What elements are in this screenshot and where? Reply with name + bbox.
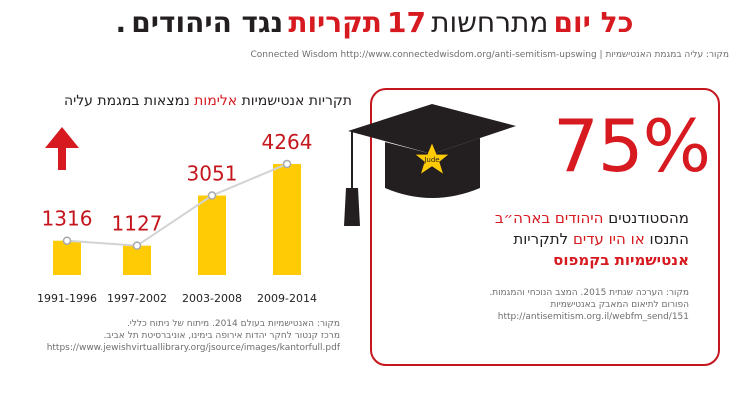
trend-point <box>207 191 217 200</box>
up-arrow-icon <box>45 127 79 170</box>
card-line2-a: התנסו <box>649 230 690 248</box>
chart-title-before: תקריות אנטישמיות <box>241 93 352 109</box>
chart-title-red: אלימות <box>194 93 238 109</box>
value-label: 1316 <box>42 207 93 231</box>
category-label: 1997-2002 <box>107 292 167 305</box>
value-label: 1127 <box>112 212 163 236</box>
category-label: 2003-2008 <box>182 292 242 305</box>
card-line2-b: לתקריות <box>513 230 569 248</box>
card-line1-red: היהודים בארה״ב <box>494 209 604 227</box>
bar-chart: 1316 1991-1996 1127 1997-2002 3051 2003-2008 4… <box>37 127 317 305</box>
card-line3-red: אנטישמיות בקמפוס <box>553 251 689 269</box>
stat-card <box>370 88 720 366</box>
category-label: 2009-2014 <box>257 292 317 305</box>
up-arrow-head <box>45 127 79 148</box>
headline-light: מתרחשות <box>431 6 549 39</box>
chart-source: מקור: האנטישמיות בעולם 2014. מיתוח של ני… <box>40 318 340 354</box>
trend-point <box>62 236 72 245</box>
card-line2-red: או היו עדים <box>572 230 645 248</box>
card-line-1: מהסטודנטים היהודים בארה״ב <box>369 208 689 229</box>
headline-red: כל יום <box>553 6 634 39</box>
headline-dot: . <box>115 6 127 39</box>
card-line-2: התנסו או היו עדים לתקריות <box>369 229 689 250</box>
card-line1-a: מהסטודנטים <box>608 209 689 227</box>
card-text: מהסטודנטים היהודים בארה״ב התנסו או היו ע… <box>369 208 689 271</box>
chart-title: תקריות אנטישמיות אלימות נמצאות במגמת עלי… <box>64 93 352 109</box>
category-label: 1991-1996 <box>37 292 97 305</box>
card-source-line: הפורום לתיאום המאבק באנטישמיות <box>550 300 689 310</box>
value-label: 3051 <box>187 162 238 186</box>
card-source-line: מקור: הערכה שנתית 2015. המצב הנוכחי והמג… <box>489 288 689 298</box>
trend-line <box>66 163 288 247</box>
star-text: Jude <box>423 156 439 164</box>
chart-source-link: https://www.jewishvirtuallibrary.org/jso… <box>46 343 340 353</box>
chart-source-line: מרכז קנטור לחקר יהדות אירופה בימינו, אונ… <box>103 331 340 341</box>
big-percent: 75% <box>553 104 711 188</box>
card-line-3: אנטישמיות בקמפוס <box>369 250 689 271</box>
headline-dark: נגד היהודים <box>131 6 284 39</box>
trend-point <box>282 159 292 169</box>
card-source: מקור: הערכה שנתית 2015. המצב הנוכחי והמג… <box>369 287 689 323</box>
value-label: 4264 <box>262 130 313 154</box>
source-top: מקור: עליה במגמת האנטישמיות | Connected … <box>250 50 730 60</box>
headline-red2: תקריות <box>288 6 382 39</box>
bar-2009-2014 <box>273 163 301 275</box>
graduation-cap-icon: Jude <box>344 104 516 226</box>
trend-point <box>132 241 142 250</box>
card-source-link: http://antisemitism.org.il/webfm_send/15… <box>497 312 689 322</box>
chart-title-after: נמצאות במגמת עליה <box>63 93 190 109</box>
chart-source-line: מקור: האנטישמיות בעולם 2014. מיתוח של ני… <box>126 319 340 329</box>
bar-1991-1996 <box>53 240 81 275</box>
bar-2003-2008 <box>198 195 226 275</box>
yellow-star-icon: Jude <box>412 140 452 177</box>
headline-number: 17 <box>387 6 426 39</box>
bar-1997-2002 <box>123 245 151 275</box>
headline: כל יום מתרחשות 17 תקריות נגד היהודים . <box>0 6 749 44</box>
